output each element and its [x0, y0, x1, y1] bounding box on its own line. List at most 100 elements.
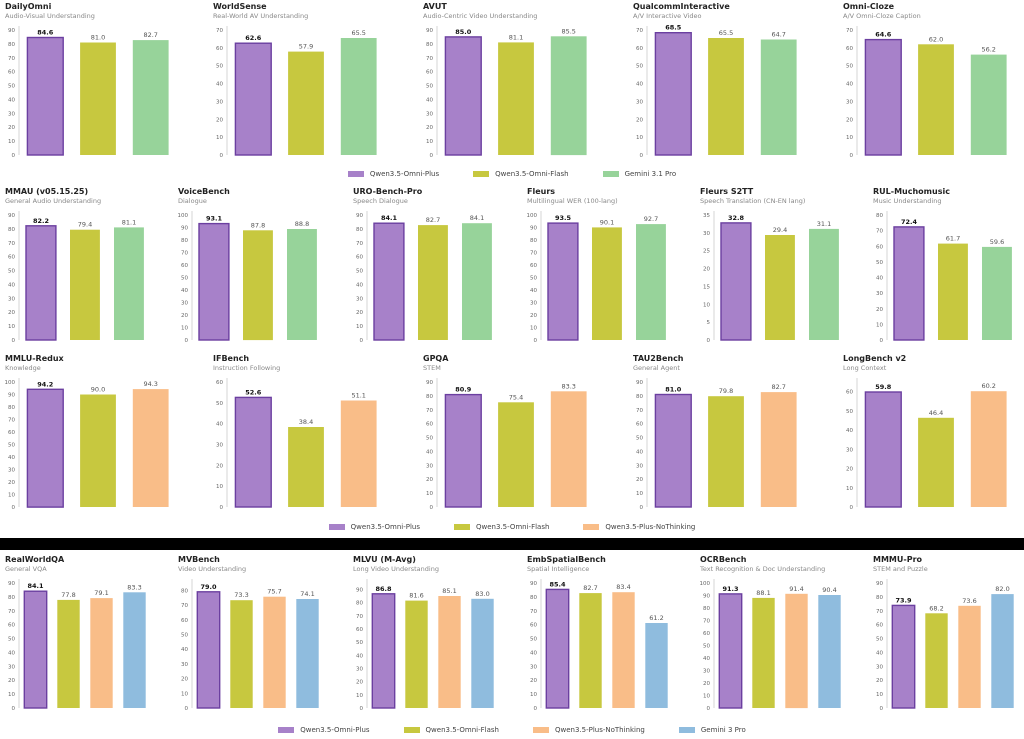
chart-panel: MMAU (v05.15.25)General Audio Understand… — [5, 187, 144, 344]
bar — [296, 599, 319, 708]
y-tick-label: 20 — [636, 477, 643, 483]
y-tick-label: 30 — [530, 301, 537, 307]
bar — [26, 36, 64, 156]
bar-value-label: 88.8 — [295, 220, 309, 228]
bar — [80, 394, 116, 507]
y-tick-label: 10 — [181, 326, 188, 332]
y-tick-label: 20 — [876, 307, 883, 313]
legend-label: Qwen3.5-Omni-Plus — [300, 726, 370, 734]
y-tick-label: 5 — [707, 320, 711, 326]
y-tick-label: 30 — [216, 99, 223, 105]
y-tick-label: 60 — [530, 623, 537, 629]
bar-value-label: 91.4 — [789, 585, 803, 593]
bar — [785, 593, 808, 709]
y-tick-label: 10 — [636, 135, 643, 141]
y-tick-label: 80 — [876, 213, 883, 219]
chart-title: GPQA — [423, 354, 449, 363]
bar-value-label: 94.2 — [37, 380, 53, 388]
bar-value-label: 56.2 — [981, 46, 995, 54]
y-tick-label: 50 — [426, 436, 433, 442]
y-tick-label: 70 — [181, 603, 188, 609]
y-tick-label: 10 — [216, 484, 223, 490]
bar — [498, 42, 534, 155]
bar-value-label: 94.3 — [143, 380, 157, 388]
legend-item: Qwen3.5-Omni-Plus — [278, 726, 370, 734]
legend-swatch — [347, 171, 364, 177]
y-tick-label: 0 — [640, 153, 644, 159]
bar — [864, 38, 902, 156]
legend-label: Qwen3.5-Omni-Plus — [369, 170, 440, 178]
bar-value-label: 87.8 — [251, 221, 265, 229]
y-tick-label: 70 — [703, 619, 710, 625]
y-tick-label: 30 — [8, 296, 15, 302]
y-tick-label: 80 — [8, 595, 15, 601]
bar — [550, 36, 587, 156]
y-tick-label: 20 — [216, 463, 223, 469]
bar — [114, 227, 144, 340]
y-tick-label: 20 — [846, 467, 853, 473]
legend-swatch — [583, 524, 600, 530]
y-tick-label: 0 — [12, 505, 16, 511]
y-tick-label: 90 — [8, 28, 15, 34]
y-tick-label: 80 — [356, 227, 363, 233]
bar-value-label: 61.7 — [946, 235, 960, 243]
bar-value-label: 90.1 — [600, 218, 614, 226]
y-tick-label: 60 — [8, 255, 15, 261]
bar — [132, 389, 169, 507]
y-tick-label: 10 — [8, 493, 15, 499]
y-tick-label: 40 — [876, 650, 883, 656]
section-separator — [0, 538, 1024, 550]
bar-value-label: 57.9 — [299, 43, 313, 51]
y-tick-label: 60 — [636, 46, 643, 52]
y-tick-label: 80 — [8, 227, 15, 233]
bar-value-label: 82.2 — [33, 217, 49, 225]
y-tick-label: 70 — [876, 229, 883, 235]
bar — [612, 592, 635, 708]
bar-value-label: 32.8 — [728, 214, 745, 222]
bar-value-label: 64.6 — [875, 31, 892, 39]
chart-title: EmbSpatialBench — [527, 555, 606, 564]
bar-value-label: 82.0 — [995, 585, 1009, 593]
y-tick-label: 0 — [707, 706, 711, 712]
bar — [958, 605, 981, 708]
y-tick-label: 70 — [426, 56, 433, 62]
legend-label: Qwen3.5-Omni-Flash — [495, 170, 569, 178]
y-tick-label: 30 — [356, 667, 363, 673]
bar — [752, 597, 775, 708]
chart-title: AVUT — [423, 2, 447, 11]
y-tick-label: 50 — [181, 632, 188, 638]
legend-swatch — [532, 727, 549, 733]
y-tick-label: 70 — [530, 609, 537, 615]
bar — [970, 54, 1007, 155]
y-tick-label: 30 — [181, 662, 188, 668]
bar — [418, 225, 448, 340]
y-tick-label: 50 — [8, 443, 15, 449]
y-tick-label: 70 — [181, 251, 188, 257]
chart-title: RUL-Muchomusic — [873, 187, 950, 196]
chart-subtitle: Speech Dialogue — [353, 197, 408, 205]
bar — [718, 593, 743, 709]
bar — [196, 591, 221, 709]
y-tick-label: 0 — [430, 153, 434, 159]
chart-subtitle: A/V Interactive Video — [633, 12, 701, 20]
bar-value-label: 46.4 — [929, 409, 943, 417]
y-tick-label: 10 — [356, 693, 363, 699]
bar-value-label: 81.6 — [409, 592, 423, 600]
chart-title: RealWorldQA — [5, 555, 65, 564]
y-tick-label: 10 — [356, 324, 363, 330]
y-tick-label: 20 — [876, 678, 883, 684]
y-tick-label: 80 — [530, 238, 537, 244]
bar — [925, 613, 948, 708]
chart-subtitle: Dialogue — [178, 197, 207, 205]
bar-value-label: 60.2 — [981, 382, 995, 390]
bar-value-label: 79.1 — [94, 589, 108, 597]
chart-title: VoiceBench — [178, 187, 230, 196]
chart-subtitle: Video Understanding — [178, 565, 246, 573]
